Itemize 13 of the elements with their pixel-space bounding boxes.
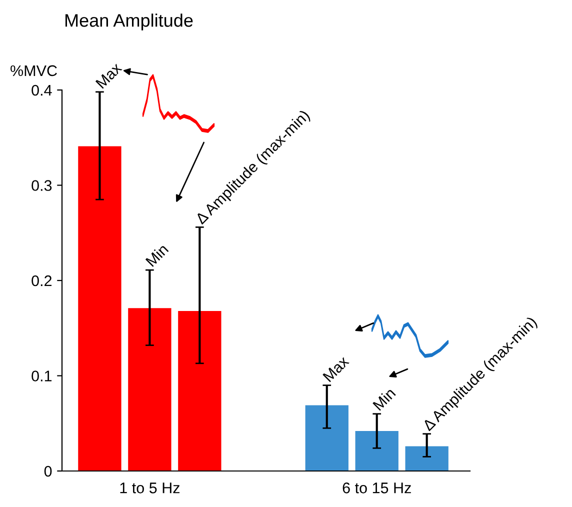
y-tick-label: 0.2 xyxy=(32,275,52,286)
y-tick-label: 0 xyxy=(44,466,52,477)
y-tick-label: 0.4 xyxy=(32,84,52,96)
text: Max xyxy=(95,64,122,89)
y-axis-title: %MVC xyxy=(10,65,57,76)
y-tick-label: 0.3 xyxy=(32,180,52,191)
text: Min xyxy=(372,387,396,411)
text: Max xyxy=(322,355,350,382)
text: Min xyxy=(145,245,169,267)
x-tick-label: 1 to 5 Hz xyxy=(120,482,180,494)
x-tick-label: 6 to 15 Hz xyxy=(342,482,411,494)
chart-title: Mean Amplitude xyxy=(65,14,193,30)
y-tick-label: 0.1 xyxy=(32,370,52,382)
